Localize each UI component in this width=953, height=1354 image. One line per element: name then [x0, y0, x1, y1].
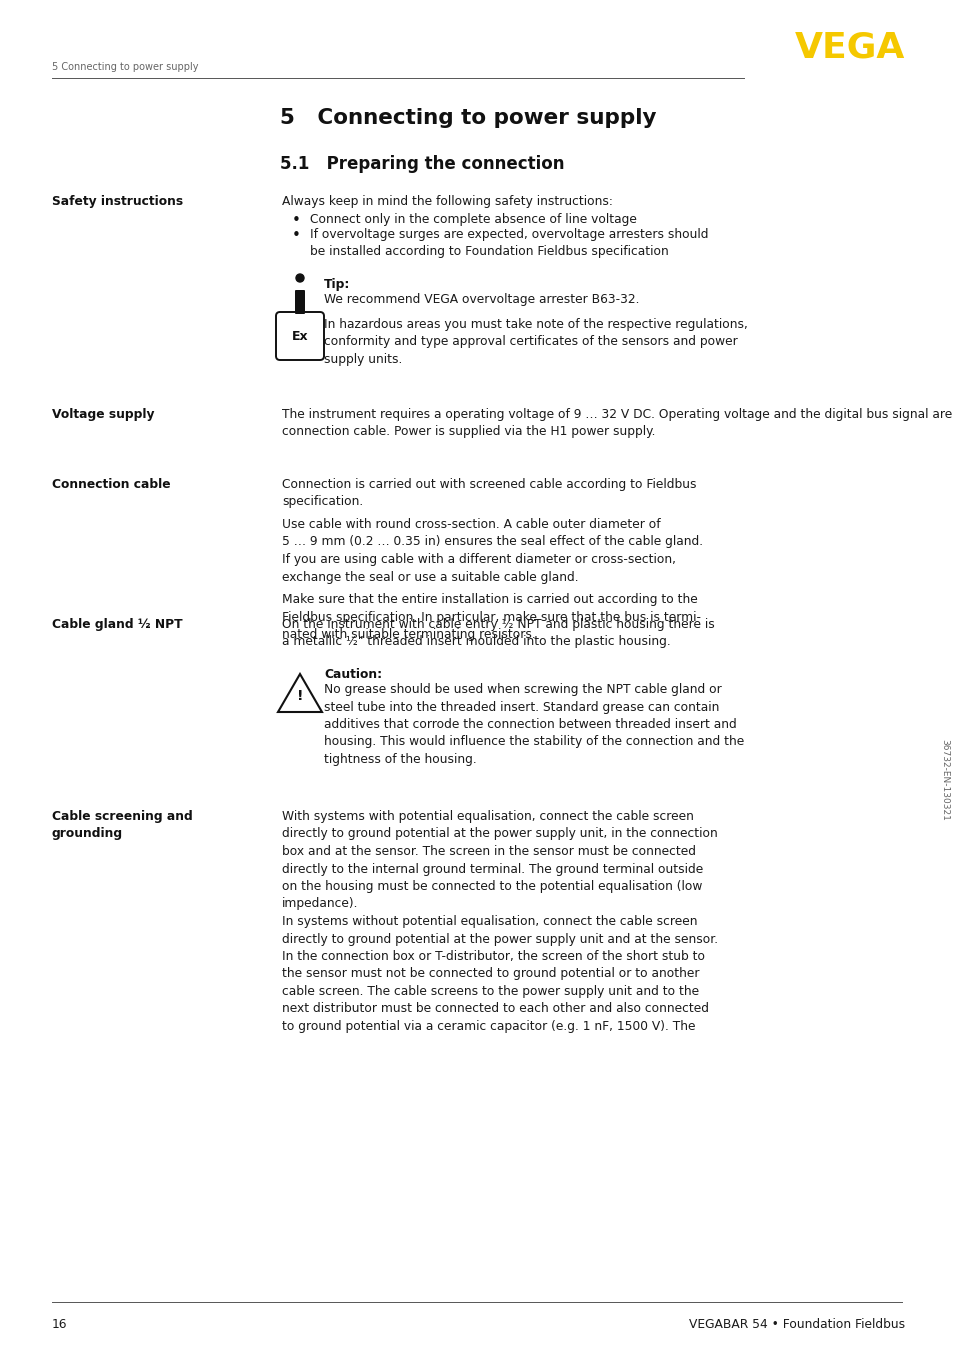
Text: Ex: Ex	[292, 329, 308, 343]
Text: Use cable with round cross-section. A cable outer diameter of
5 … 9 mm (0.2 … 0.: Use cable with round cross-section. A ca…	[282, 519, 702, 584]
Text: No grease should be used when screwing the NPT cable gland or
steel tube into th: No grease should be used when screwing t…	[324, 682, 743, 766]
Text: 36732-EN-130321: 36732-EN-130321	[940, 739, 948, 821]
Text: Make sure that the entire installation is carried out according to the
Fieldbus : Make sure that the entire installation i…	[282, 593, 700, 640]
Text: VEGA: VEGA	[794, 30, 904, 64]
Circle shape	[295, 274, 304, 282]
Text: VEGABAR 54 • Foundation Fieldbus: VEGABAR 54 • Foundation Fieldbus	[688, 1317, 904, 1331]
Text: Always keep in mind the following safety instructions:: Always keep in mind the following safety…	[282, 195, 612, 209]
Text: 5   Connecting to power supply: 5 Connecting to power supply	[280, 108, 656, 129]
Text: •: •	[292, 227, 300, 242]
Text: We recommend VEGA overvoltage arrester B63-32.: We recommend VEGA overvoltage arrester B…	[324, 292, 639, 306]
FancyBboxPatch shape	[294, 290, 305, 314]
Text: Tip:: Tip:	[324, 278, 350, 291]
Text: The instrument requires a operating voltage of 9 … 32 V DC. Operating voltage an: The instrument requires a operating volt…	[282, 408, 953, 439]
Text: With systems with potential equalisation, connect the cable screen
directly to g: With systems with potential equalisation…	[282, 810, 717, 910]
Text: Cable gland ½ NPT: Cable gland ½ NPT	[52, 617, 182, 631]
Text: Connection cable: Connection cable	[52, 478, 171, 492]
Text: •: •	[292, 213, 300, 227]
Text: On the instrument with cable entry ½ NPT and plastic housing there is
a metallic: On the instrument with cable entry ½ NPT…	[282, 617, 714, 649]
Text: Cable screening and
grounding: Cable screening and grounding	[52, 810, 193, 841]
Text: In systems without potential equalisation, connect the cable screen
directly to : In systems without potential equalisatio…	[282, 915, 718, 1033]
Text: Connect only in the complete absence of line voltage: Connect only in the complete absence of …	[310, 213, 637, 226]
Text: In hazardous areas you must take note of the respective regulations,
conformity : In hazardous areas you must take note of…	[324, 318, 747, 366]
Text: Safety instructions: Safety instructions	[52, 195, 183, 209]
Text: !: !	[296, 689, 303, 703]
Text: 5 Connecting to power supply: 5 Connecting to power supply	[52, 62, 198, 72]
Text: 16: 16	[52, 1317, 68, 1331]
Text: Connection is carried out with screened cable according to Fieldbus
specificatio: Connection is carried out with screened …	[282, 478, 696, 509]
Text: Voltage supply: Voltage supply	[52, 408, 154, 421]
Text: If overvoltage surges are expected, overvoltage arresters should
be installed ac: If overvoltage surges are expected, over…	[310, 227, 708, 259]
Text: Caution:: Caution:	[324, 668, 382, 681]
Text: 5.1   Preparing the connection: 5.1 Preparing the connection	[280, 154, 564, 173]
